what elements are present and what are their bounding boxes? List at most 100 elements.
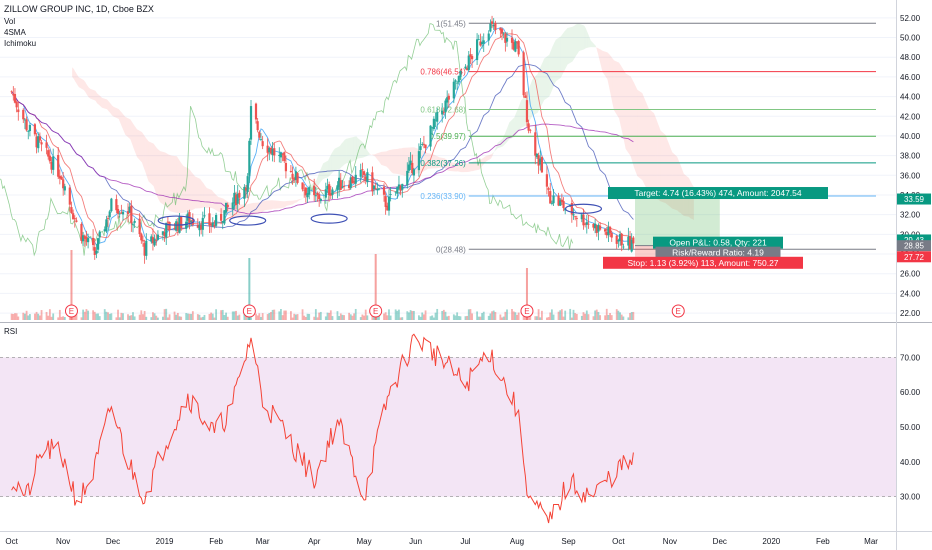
candle-body <box>161 231 165 235</box>
price-tag-bg <box>897 251 931 263</box>
ichimoku-cloud-bear <box>261 200 264 213</box>
candle-body <box>352 181 356 183</box>
candle-body <box>446 97 449 103</box>
ichimoku-cloud-bull <box>343 139 345 166</box>
candle-body <box>57 154 60 177</box>
earnings-marker[interactable] <box>64 304 78 318</box>
candle-body <box>442 111 445 113</box>
price-tag-label: 33.59 <box>904 195 925 204</box>
volume-bar <box>221 309 224 320</box>
ichimoku-cloud-bull <box>366 148 369 157</box>
ichimoku-cloud-bear <box>619 62 621 126</box>
volume-bar <box>339 313 342 320</box>
candle-body <box>256 121 259 131</box>
ellipse-drawing[interactable] <box>229 215 267 226</box>
volume-bar <box>361 314 364 320</box>
volume-bar <box>196 314 199 320</box>
rsi-title[interactable]: RSI <box>4 327 17 336</box>
target-label-bg <box>608 187 828 200</box>
candles <box>10 15 635 264</box>
indicator-label-vol[interactable]: Vol <box>4 17 15 26</box>
earnings-marker[interactable] <box>242 304 256 318</box>
volume-bar <box>418 315 420 320</box>
ichimoku-cloud-bear <box>206 188 212 208</box>
volume-bar <box>145 316 148 320</box>
volume-bar <box>442 309 445 320</box>
earnings-marker-label: E <box>69 307 74 316</box>
volume-bar <box>133 316 136 320</box>
earnings-marker[interactable] <box>671 304 685 318</box>
volume-bar <box>629 312 631 320</box>
volume-bar <box>226 316 229 320</box>
candle-body <box>529 129 532 131</box>
ichimoku-cloud-bull <box>509 117 515 140</box>
volume-bar <box>186 313 189 320</box>
volume-bar <box>502 316 505 320</box>
ellipse-drawing[interactable] <box>564 203 603 214</box>
indicator-label-ichimoku[interactable]: Ichimoku <box>4 39 36 48</box>
ichimoku-cloud-bear <box>660 130 666 204</box>
volume-bar <box>459 316 462 320</box>
fibonacci-retracement[interactable]: 1(51.45) 0.786(46.54) 0.618(42.68) 0.5(39.9… <box>420 19 876 254</box>
candle-body <box>417 151 421 171</box>
volume-bar <box>155 315 158 320</box>
candle-body <box>83 235 86 239</box>
volume-bar <box>506 309 508 320</box>
candle-body <box>33 124 37 135</box>
price-pane[interactable]: 1(51.45) 0.786(46.54) 0.618(42.68) 0.5(39.9… <box>0 0 896 322</box>
volume-bar <box>203 314 206 320</box>
ellipse-drawing[interactable] <box>157 215 195 226</box>
ichimoku-cloud-bull <box>341 141 344 168</box>
candle-body <box>364 176 367 180</box>
candle-body <box>559 200 562 206</box>
ichimoku-cloud-bear <box>369 153 375 157</box>
ichimoku-cloud-bear <box>125 116 131 140</box>
candle-body <box>628 236 632 250</box>
long-position-tool[interactable]: Target: 4.74 (16.43%) 474, Amount: 2047.… <box>603 187 828 269</box>
volume-bar <box>210 312 213 320</box>
volume-spike <box>70 250 73 320</box>
volume-bar <box>225 312 227 320</box>
candle-body <box>133 220 136 223</box>
rsi-pane[interactable]: RSI <box>0 327 896 524</box>
ichimoku-cloud-bear <box>218 197 224 214</box>
price-axis[interactable]: 52.00 50.00 48.00 46.00 44.00 42.00 40.00 38.00… <box>900 14 921 318</box>
candle-body <box>592 223 595 228</box>
ichimoku-cloud-bear <box>622 67 625 142</box>
ellipse-drawings[interactable] <box>157 203 603 226</box>
candle-body <box>361 169 364 170</box>
candle-body <box>98 231 101 238</box>
earnings-marker[interactable] <box>369 304 383 318</box>
candle-body <box>236 193 239 204</box>
volume-bar <box>595 309 598 320</box>
volume-bar <box>610 315 613 320</box>
indicator-label-sma[interactable]: 4SMA <box>4 28 26 37</box>
volume-bar <box>617 310 620 320</box>
ichimoku-cloud-bear <box>77 74 79 88</box>
earnings-marker-label: E <box>524 307 529 316</box>
rsi-tick-label: 30.00 <box>900 493 921 502</box>
volume-bar <box>68 316 71 320</box>
candle-body <box>266 145 269 153</box>
volume-bar <box>537 309 540 320</box>
volume-bar <box>215 309 218 320</box>
volume-bar <box>409 310 412 320</box>
candle-body <box>618 234 622 242</box>
price-tick-label: 50.00 <box>900 34 921 43</box>
candle-body <box>608 226 612 234</box>
ellipse-drawing[interactable] <box>310 213 348 224</box>
time-axis[interactable]: Oct Nov Dec 2019 Feb Mar Apr May Jun Jul Aug Sep Oct… <box>5 537 878 546</box>
sma-medium-line <box>11 33 634 240</box>
volume-bar <box>34 313 36 320</box>
rsi-axis[interactable]: 70.00 60.00 50.00 40.00 30.00 <box>900 353 921 501</box>
ichimoku-cloud-bear <box>158 149 161 203</box>
ichimoku-cloud-bear <box>391 149 393 174</box>
ichimoku-cloud-bull <box>502 135 505 147</box>
earnings-marker[interactable] <box>520 304 534 318</box>
pnl-label-bg <box>653 236 783 249</box>
candle-body <box>362 171 366 175</box>
ichimoku-cloud-bear <box>108 101 111 114</box>
sma-slow-line <box>11 63 634 231</box>
